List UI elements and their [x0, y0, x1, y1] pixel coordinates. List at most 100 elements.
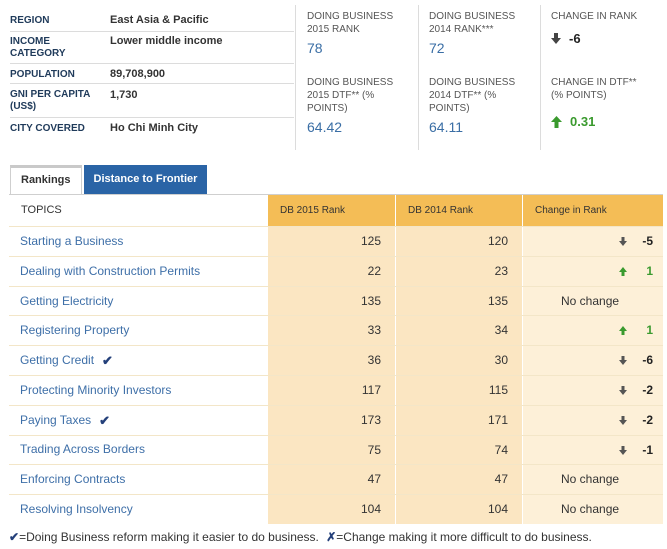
change-value: -5 — [642, 234, 653, 248]
db2015-rank: 104 — [267, 495, 395, 524]
topic-link[interactable]: Getting Credit — [20, 353, 95, 368]
info-label: GNI PER CAPITA (US$) — [10, 89, 91, 112]
stat-label: CHANGE IN RANK — [551, 11, 638, 22]
dtf-2014-stat: DOING BUSINESS 2014 DTF** (% POINTS) 64.… — [429, 76, 549, 135]
economy-info: REGION East Asia & Pacific INCOME CATEGO… — [0, 0, 294, 150]
table-body: Starting a Business 125 120 -5 Dealing with … — [9, 226, 663, 524]
topic-cell: Getting Credit ✔ — [9, 346, 267, 375]
divider — [295, 5, 296, 150]
arrow-down-icon — [619, 385, 627, 395]
rank-2014-stat: DOING BUSINESS 2014 RANK*** 72 — [429, 10, 549, 56]
db2014-rank: 23 — [395, 256, 522, 286]
topic-link[interactable]: Registering Property — [20, 323, 130, 338]
change-cell: -2 — [522, 375, 663, 405]
topic-cell: Paying Taxes ✔ — [9, 406, 267, 435]
arrow-down-icon — [619, 445, 627, 455]
rank-2015-stat: DOING BUSINESS 2015 RANK 78 — [307, 10, 427, 56]
table-row: Getting Credit ✔ 36 30 -6 — [9, 345, 663, 375]
stat-label: DOING BUSINESS 2014 DTF** (% POINTS) — [429, 77, 516, 114]
change-value: 1 — [646, 323, 653, 338]
change-text: No change — [561, 293, 620, 308]
table-header: TOPICS DB 2015 Rank DB 2014 Rank Change … — [9, 195, 663, 226]
info-value: 89,708,900 — [110, 68, 166, 80]
rankings-table: TOPICS DB 2015 Rank DB 2014 Rank Change … — [9, 194, 663, 524]
dtf-2015-stat: DOING BUSINESS 2015 DTF** (% POINTS) 64.… — [307, 76, 427, 135]
dtf-change-stat: CHANGE IN DTF** (% POINTS) 0.31 — [551, 76, 667, 129]
header-db2015: DB 2015 Rank — [267, 195, 395, 226]
info-row-gni: GNI PER CAPITA (US$) 1,730 — [10, 84, 294, 118]
change-value: 1 — [646, 263, 653, 278]
arrow-down-icon — [551, 33, 561, 44]
db2014-rank: 47 — [395, 465, 522, 495]
tab-bar: Rankings Distance to Frontier — [10, 165, 208, 195]
rank-change: -6 — [551, 31, 667, 46]
x-icon: ✗ — [326, 530, 337, 544]
topic-link[interactable]: Enforcing Contracts — [20, 472, 126, 487]
info-row-region: REGION East Asia & Pacific — [10, 8, 294, 32]
db2015-rank: 125 — [267, 227, 395, 256]
table-row: Protecting Minority Investors 117 115 -2 — [9, 374, 663, 405]
change-cell: No change — [522, 286, 663, 316]
change-text: No change — [561, 472, 620, 487]
change-text: No change — [561, 502, 620, 517]
db2014-rank: 104 — [395, 495, 522, 524]
tab-rankings[interactable]: Rankings — [10, 165, 82, 194]
dtf-change: 0.31 — [551, 114, 667, 129]
info-row-income: INCOME CATEGORY Lower middle income — [10, 32, 294, 64]
db2014-rank: 34 — [395, 316, 522, 346]
topic-cell: Enforcing Contracts — [9, 465, 267, 494]
change-value: -1 — [642, 442, 653, 457]
db2015-rank: 36 — [267, 346, 395, 375]
topic-cell: Trading Across Borders — [9, 436, 267, 465]
arrow-up-icon — [619, 266, 627, 276]
info-label: CITY COVERED — [10, 123, 85, 134]
db2015-rank: 75 — [267, 435, 395, 465]
divider — [418, 5, 419, 150]
topic-link[interactable]: Starting a Business — [20, 233, 124, 248]
tab-distance-to-frontier[interactable]: Distance to Frontier — [83, 165, 208, 194]
arrow-down-icon — [619, 237, 627, 246]
db2014-rank: 115 — [395, 375, 522, 405]
table-row: Dealing with Construction Permits 22 23 1 — [9, 255, 663, 286]
info-value: Ho Chi Minh City — [110, 122, 198, 134]
topic-link[interactable]: Trading Across Borders — [20, 442, 145, 457]
topic-cell: Starting a Business — [9, 227, 267, 256]
topic-link[interactable]: Dealing with Construction Permits — [20, 263, 201, 278]
change-value: -2 — [642, 382, 653, 397]
header-db2014: DB 2014 Rank — [395, 195, 522, 226]
info-label: POPULATION — [10, 69, 75, 80]
change-cell: -2 — [522, 405, 663, 435]
info-value: 1,730 — [110, 89, 138, 101]
stat-value: 64.11 — [429, 119, 463, 135]
change-cell: -1 — [522, 435, 663, 465]
topic-link[interactable]: Getting Electricity — [20, 293, 114, 308]
stat-label: CHANGE IN DTF** (% POINTS) — [551, 77, 637, 101]
stat-value: 78 — [307, 40, 323, 56]
check-icon: ✔ — [99, 412, 111, 428]
check-icon: ✔ — [9, 530, 20, 544]
table-row: Enforcing Contracts 47 47 No change — [9, 464, 663, 495]
stat-label: DOING BUSINESS 2014 RANK*** — [429, 11, 516, 35]
topic-link[interactable]: Protecting Minority Investors — [20, 382, 172, 397]
change-value: -2 — [642, 412, 653, 427]
topic-cell: Getting Electricity — [9, 287, 267, 316]
topic-link[interactable]: Resolving Insolvency — [20, 502, 133, 517]
stat-label: DOING BUSINESS 2015 RANK — [307, 11, 394, 35]
dtf-change-value: 0.31 — [570, 114, 596, 129]
info-label: REGION — [10, 15, 50, 26]
arrow-down-icon — [619, 415, 627, 425]
db2014-rank: 74 — [395, 435, 522, 465]
topic-link[interactable]: Paying Taxes — [20, 412, 92, 427]
db2015-rank: 135 — [267, 286, 395, 316]
header-topics: TOPICS — [9, 195, 267, 226]
stat-value: 64.42 — [307, 119, 343, 135]
change-cell: 1 — [522, 316, 663, 346]
table-row: Registering Property 33 34 1 — [9, 315, 663, 346]
db2014-rank: 30 — [395, 346, 522, 375]
info-row-city: CITY COVERED Ho Chi Minh City — [10, 118, 294, 140]
info-label: INCOME CATEGORY — [10, 36, 66, 59]
table-row: Resolving Insolvency 104 104 No change — [9, 494, 663, 524]
arrow-down-icon — [619, 356, 627, 366]
table-row: Getting Electricity 135 135 No change — [9, 285, 663, 316]
table-row: Paying Taxes ✔ 173 171 -2 — [9, 404, 663, 435]
